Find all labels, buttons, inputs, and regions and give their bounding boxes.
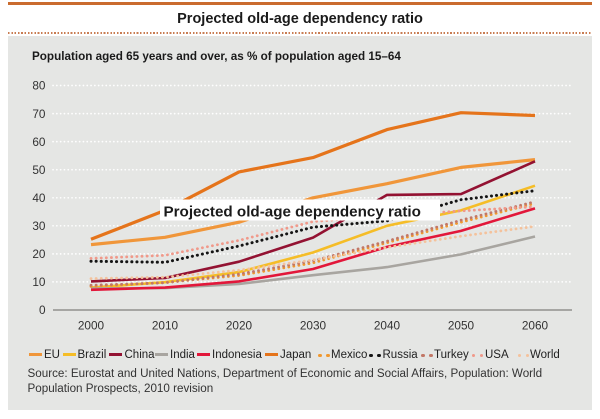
svg-text:2050: 2050 xyxy=(448,319,475,333)
svg-text:2040: 2040 xyxy=(374,319,401,333)
svg-text:80: 80 xyxy=(32,79,46,93)
svg-text:30: 30 xyxy=(32,219,46,233)
svg-text:Projected old-age dependency r: Projected old-age dependency ratio xyxy=(164,204,421,221)
svg-text:2020: 2020 xyxy=(226,319,253,333)
svg-text:2030: 2030 xyxy=(300,319,327,333)
svg-text:10: 10 xyxy=(32,275,46,289)
svg-text:60: 60 xyxy=(32,135,46,149)
svg-text:2010: 2010 xyxy=(152,319,179,333)
svg-text:0: 0 xyxy=(39,303,46,317)
svg-text:70: 70 xyxy=(32,107,46,121)
svg-text:2060: 2060 xyxy=(522,319,549,333)
svg-text:50: 50 xyxy=(32,163,46,177)
svg-text:20: 20 xyxy=(32,247,46,261)
svg-text:40: 40 xyxy=(32,191,46,205)
svg-text:2000: 2000 xyxy=(78,319,105,333)
